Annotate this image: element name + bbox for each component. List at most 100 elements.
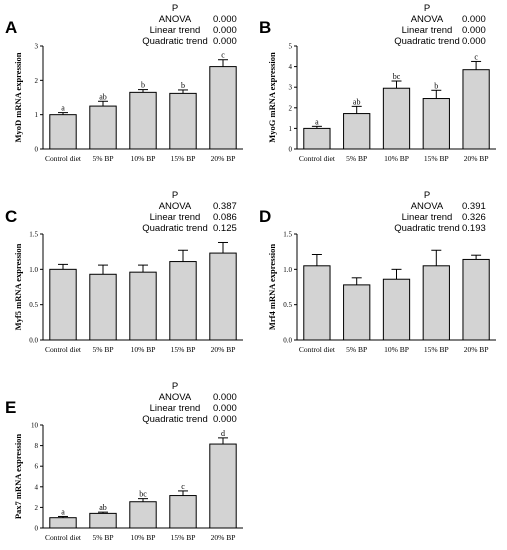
stats-row-value: 0.000 xyxy=(213,414,237,425)
bar xyxy=(462,258,490,341)
y-tick-label: 4 xyxy=(289,63,293,71)
y-tick-label: 0.0 xyxy=(283,337,292,345)
stats-row-value: 0.326 xyxy=(462,212,486,223)
stats-row-name: Quadratic trend xyxy=(394,223,459,234)
y-tick-label: 2 xyxy=(289,104,293,112)
y-axis-label: Myf5 mRNA expression xyxy=(13,243,23,330)
y-tick-label: 2 xyxy=(35,77,39,85)
stats-row-name: Quadratic trend xyxy=(142,36,207,47)
stats-header: P xyxy=(172,381,178,392)
x-category-label: Control diet xyxy=(45,533,82,542)
stats-row-name: Linear trend xyxy=(150,403,201,414)
significance-label: d xyxy=(221,429,225,438)
panel-letter: D xyxy=(259,207,271,226)
significance-label: bc xyxy=(393,72,401,81)
y-tick-label: 1.5 xyxy=(29,231,38,239)
bar xyxy=(89,273,117,341)
y-axis-label: Mrf4 mRNA expression xyxy=(267,244,277,331)
bar xyxy=(209,443,237,529)
stats-row-value: 0.391 xyxy=(462,201,486,212)
stats-row-name: ANOVA xyxy=(411,201,444,212)
significance-label: a xyxy=(315,117,319,126)
x-category-label: 15% BP xyxy=(424,345,449,354)
stats-row-value: 0.000 xyxy=(213,392,237,403)
x-category-label: 5% BP xyxy=(92,154,113,163)
bar xyxy=(303,265,331,341)
y-tick-label: 10 xyxy=(31,422,39,430)
y-tick-label: 6 xyxy=(35,463,39,471)
significance-label: bc xyxy=(139,490,147,499)
bar xyxy=(343,284,371,341)
y-axis-label: MyoG mRNA expression xyxy=(267,52,277,143)
y-tick-label: 8 xyxy=(35,442,39,450)
y-tick-label: 1.0 xyxy=(283,266,292,274)
y-tick-label: 5 xyxy=(289,43,293,51)
x-category-label: 20% BP xyxy=(464,154,489,163)
panel-letter: A xyxy=(5,18,17,37)
significance-label: ab xyxy=(99,92,107,101)
significance-label: c xyxy=(474,52,478,61)
stats-row-value: 0.000 xyxy=(213,403,237,414)
y-tick-label: 0 xyxy=(35,525,39,533)
stats-row-value: 0.000 xyxy=(213,25,237,36)
y-tick-label: 0.5 xyxy=(29,301,38,309)
bar xyxy=(49,517,77,529)
stats-row-name: Quadratic trend xyxy=(142,414,207,425)
x-category-label: 20% BP xyxy=(464,345,489,354)
y-tick-label: 4 xyxy=(35,483,39,491)
y-tick-label: 1 xyxy=(289,125,293,133)
stats-row-value: 0.387 xyxy=(213,201,237,212)
stats-row-name: Linear trend xyxy=(150,212,201,223)
bar xyxy=(343,113,371,150)
y-tick-label: 0 xyxy=(289,146,293,154)
bar xyxy=(169,92,197,150)
significance-label: a xyxy=(61,507,65,516)
stats-row-value: 0.000 xyxy=(213,36,237,47)
x-category-label: 5% BP xyxy=(92,345,113,354)
x-category-label: 10% BP xyxy=(131,154,156,163)
bar xyxy=(129,91,157,150)
x-category-label: 5% BP xyxy=(346,345,367,354)
bar xyxy=(382,87,411,150)
bar xyxy=(89,512,117,529)
bar xyxy=(382,278,411,341)
stats-row-name: ANOVA xyxy=(411,14,444,25)
bar xyxy=(422,98,450,150)
y-tick-label: 2 xyxy=(35,504,39,512)
significance-label: c xyxy=(221,51,225,60)
y-tick-label: 1.0 xyxy=(29,266,38,274)
y-tick-label: 1 xyxy=(35,111,39,119)
x-category-label: 5% BP xyxy=(92,533,113,542)
bar xyxy=(209,66,237,150)
stats-row-name: ANOVA xyxy=(159,14,192,25)
x-category-label: Control diet xyxy=(45,345,82,354)
y-tick-label: 1.5 xyxy=(283,231,292,239)
stats-row-name: ANOVA xyxy=(159,201,192,212)
stats-header: P xyxy=(424,190,430,201)
stats-row-name: Linear trend xyxy=(150,25,201,36)
x-category-label: 10% BP xyxy=(384,345,409,354)
x-category-label: 5% BP xyxy=(346,154,367,163)
bar xyxy=(169,495,197,529)
significance-label: b xyxy=(181,81,185,90)
stats-row-name: Linear trend xyxy=(402,212,453,223)
bar xyxy=(462,69,490,150)
significance-label: c xyxy=(181,482,185,491)
y-tick-label: 3 xyxy=(35,43,39,51)
bar xyxy=(129,271,157,341)
x-category-label: 10% BP xyxy=(131,345,156,354)
y-axis-label: Pax7 mRNA expression xyxy=(13,434,23,520)
x-category-label: Control diet xyxy=(299,154,336,163)
x-category-label: 10% BP xyxy=(131,533,156,542)
bar xyxy=(49,114,77,150)
stats-row-value: 0.000 xyxy=(462,14,486,25)
y-tick-label: 3 xyxy=(289,84,293,92)
bar xyxy=(49,268,77,341)
panel-letter: B xyxy=(259,18,271,37)
stats-row-value: 0.000 xyxy=(462,36,486,47)
significance-label: b xyxy=(434,81,438,90)
